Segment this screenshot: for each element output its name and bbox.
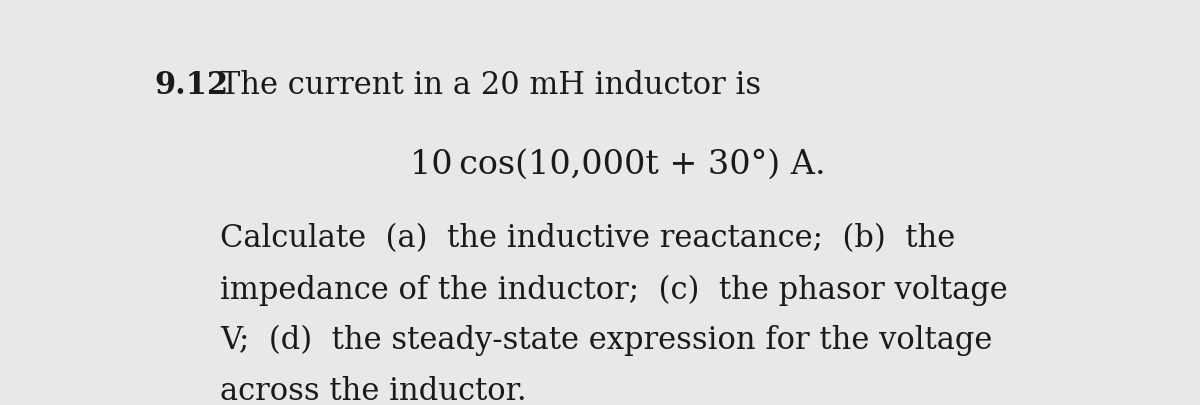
Text: across the inductor.: across the inductor. xyxy=(220,376,527,405)
Text: The current in a 20 mH inductor is: The current in a 20 mH inductor is xyxy=(220,70,761,101)
Text: Calculate  (a)  the inductive reactance;  (b)  the: Calculate (a) the inductive reactance; (… xyxy=(220,223,955,254)
Text: impedance of the inductor;  (c)  the phasor voltage: impedance of the inductor; (c) the phaso… xyxy=(220,275,1008,306)
Text: 9.12: 9.12 xyxy=(155,70,229,101)
Text: V;  (d)  the steady-state expression for the voltage: V; (d) the steady-state expression for t… xyxy=(220,324,992,356)
Text: 10 cos(10,000t + 30°) A.: 10 cos(10,000t + 30°) A. xyxy=(410,148,826,180)
